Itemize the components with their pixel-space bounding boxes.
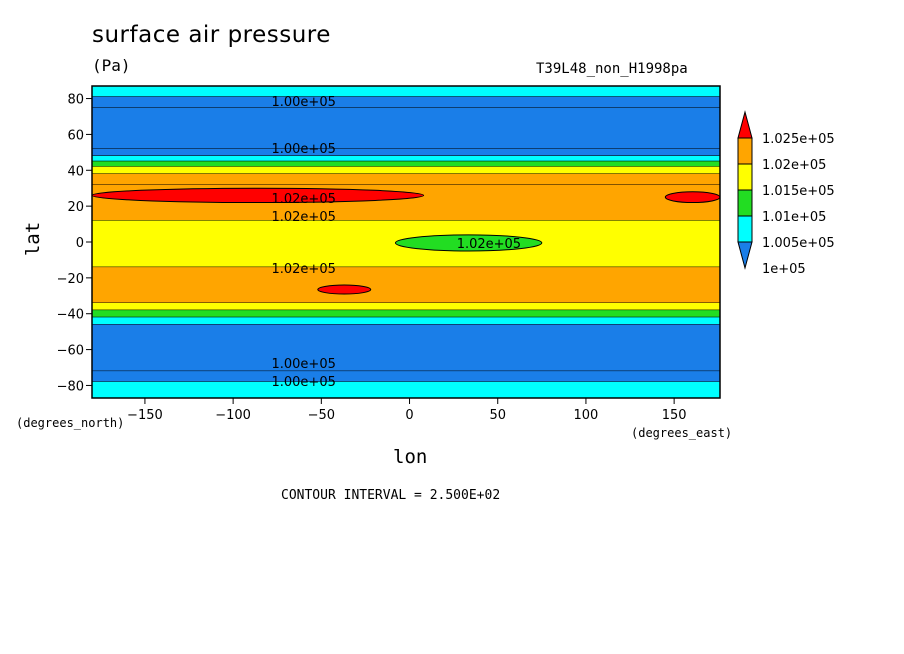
- contour-interval: CONTOUR INTERVAL = 2.500E+02: [281, 488, 501, 503]
- contour-label: 1.02e+05: [457, 237, 521, 252]
- contour-label: 1.00e+05: [271, 95, 335, 110]
- contour-label: 1.00e+05: [271, 142, 335, 157]
- x-axis-unit: (degrees_east): [631, 426, 733, 440]
- contour-band: [92, 155, 720, 162]
- contour-band: [92, 96, 720, 108]
- chart-title: surface air pressure: [92, 22, 331, 48]
- dataset-name: T39L48_non_H1998pa: [536, 61, 688, 77]
- contour-band: [92, 381, 720, 398]
- x-tick-label: 0: [405, 408, 413, 423]
- y-tick-label: −20: [57, 272, 84, 287]
- contour-band: [92, 148, 720, 156]
- plot-area: 1.00e+05 1.00e+05 1.02e+05 1.02e+05 1.02e+05…: [92, 86, 720, 398]
- legend-swatch: [737, 189, 753, 217]
- contour-patch: [92, 187, 425, 204]
- contour-band: [92, 86, 720, 97]
- contour-fill-group: 1.00e+05 1.00e+05 1.02e+05 1.02e+05 1.02e+05…: [92, 86, 720, 398]
- y-tick-label: 60: [67, 128, 84, 143]
- legend-label: 1e+05: [762, 262, 806, 277]
- contour-band: [92, 107, 720, 149]
- contour-label: 1.00e+05: [271, 375, 335, 390]
- contour-band: [92, 173, 720, 185]
- y-tick-label: −40: [57, 308, 84, 323]
- x-tick-label: 50: [489, 408, 506, 423]
- contour-band: [92, 324, 720, 372]
- legend-label: 1.005e+05: [762, 236, 835, 251]
- color-legend: 1.025e+05 1.02e+05 1.015e+05 1.01e+05 1.005e…: [737, 110, 835, 277]
- legend-swatch: [737, 163, 753, 191]
- x-tick-label: −100: [215, 408, 251, 423]
- x-tick-label: −150: [127, 408, 163, 423]
- chart-units: (Pa): [92, 56, 131, 75]
- legend-arrow-bottom: [737, 241, 753, 270]
- contour-band: [92, 302, 720, 311]
- y-tick-label: 20: [67, 200, 84, 215]
- y-tick-label: −60: [57, 344, 84, 359]
- contour-label: 1.02e+05: [271, 192, 335, 207]
- y-tick-label: 0: [76, 236, 84, 251]
- contour-band: [92, 310, 720, 318]
- x-tick-label: −50: [308, 408, 335, 423]
- y-axis-unit: (degrees_north): [16, 416, 125, 430]
- legend-label: 1.025e+05: [762, 132, 835, 147]
- contour-patch: [317, 284, 372, 295]
- y-tick-label: 80: [67, 93, 84, 108]
- contour-label: 1.02e+05: [271, 210, 335, 225]
- legend-swatch: [737, 215, 753, 243]
- contour-band: [92, 166, 720, 174]
- legend-label: 1.02e+05: [762, 158, 826, 173]
- contour-band: [92, 267, 720, 303]
- contour-band: [92, 161, 720, 167]
- legend-label: 1.01e+05: [762, 210, 826, 225]
- contour-label: 1.00e+05: [271, 357, 335, 372]
- y-tick-label: −80: [57, 379, 84, 394]
- y-tick-label: 40: [67, 164, 84, 179]
- contour-patch: [664, 191, 720, 204]
- x-axis-label: lon: [393, 446, 428, 468]
- contour-patch: [394, 234, 543, 252]
- legend-arrow-top: [737, 110, 753, 139]
- legend-swatch: [737, 137, 753, 165]
- x-tick-label: 150: [662, 408, 687, 423]
- legend-label: 1.015e+05: [762, 184, 835, 199]
- axes: 80 60 40 20 0 −20 −40 −60 −80 −150 −100 −50 0 50 100 15…: [57, 85, 721, 423]
- contour-label: 1.02e+05: [271, 262, 335, 277]
- x-tick-label: 100: [574, 408, 599, 423]
- contour-band: [92, 371, 720, 382]
- contour-band: [92, 317, 720, 325]
